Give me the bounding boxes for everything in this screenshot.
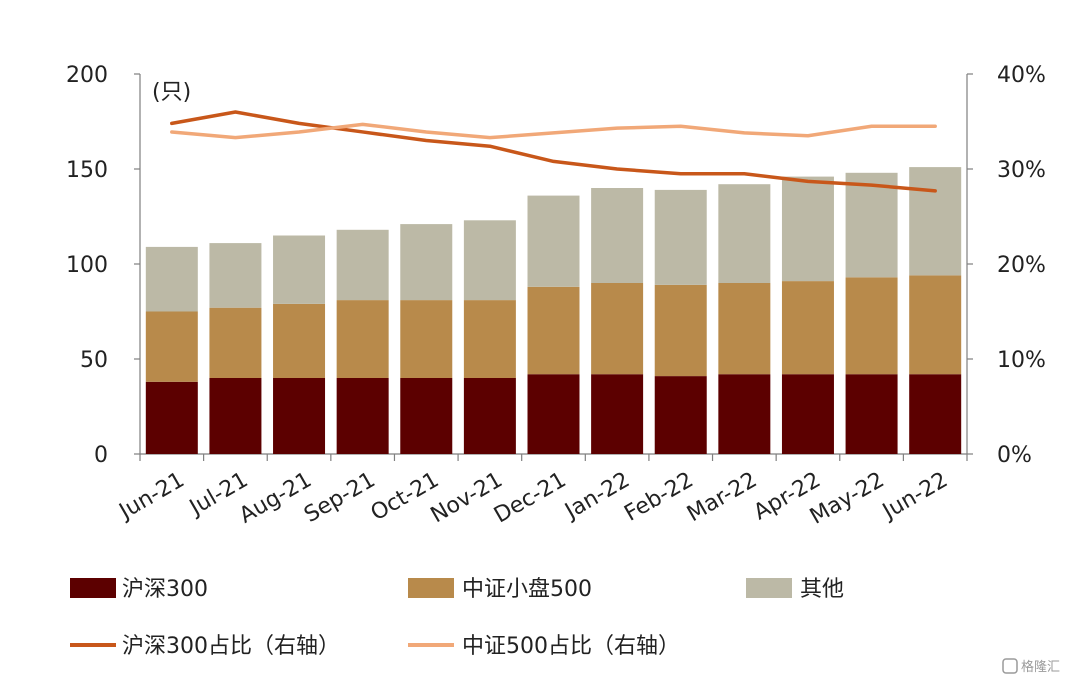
bar-segment-1 <box>845 277 898 375</box>
x-tick-label: Aug-21 <box>235 468 316 529</box>
bar-segment-2 <box>591 188 644 283</box>
bar-segment-0 <box>718 374 771 454</box>
bar-segment-2 <box>845 172 898 278</box>
x-tick-label: May-22 <box>806 468 889 530</box>
bar-segment-1 <box>145 311 198 382</box>
left-tick-label: 150 <box>66 158 108 183</box>
bar-segment-1 <box>909 275 962 375</box>
legend-label-other: 其他 <box>800 577 844 602</box>
legend-label-zz500-small: 中证小盘500 <box>462 577 592 602</box>
right-axis-ticks: 0% 10% 20% 30% 40% <box>967 63 1046 468</box>
bar-segment-1 <box>654 284 707 377</box>
bar-segment-2 <box>463 220 516 301</box>
watermark-logo-icon <box>1002 658 1018 674</box>
bar-segment-2 <box>527 195 580 287</box>
bar-segment-2 <box>209 243 262 308</box>
bar-segment-1 <box>273 303 326 378</box>
legend-swatch-hs300 <box>70 578 116 598</box>
right-tick-label: 20% <box>997 253 1046 278</box>
legend-swatch-other <box>746 578 792 598</box>
left-tick-label: 50 <box>80 348 108 373</box>
bar-segment-0 <box>209 378 262 454</box>
x-tick-label: Mar-22 <box>683 468 761 528</box>
line-series-0 <box>170 110 937 193</box>
bar-segment-1 <box>527 286 580 375</box>
line-series-1 <box>170 122 937 140</box>
legend-label-hs300: 沪深300 <box>122 577 208 602</box>
bar-segment-2 <box>145 246 198 312</box>
bar-segment-1 <box>718 283 771 375</box>
x-tick-label: Nov-21 <box>427 468 507 529</box>
bar-segment-0 <box>781 374 834 454</box>
legend-label-zz500-ratio: 中证500占比（右轴） <box>462 634 680 659</box>
legend-label-hs300-ratio: 沪深300占比（右轴） <box>122 634 340 659</box>
bar-segment-0 <box>336 378 389 454</box>
bar-segment-0 <box>273 378 326 454</box>
bar-segment-2 <box>909 167 962 276</box>
bar-segment-0 <box>527 374 580 454</box>
bar-segment-1 <box>463 300 516 378</box>
watermark: 格隆汇 <box>1002 658 1060 675</box>
bar-segment-0 <box>145 381 198 454</box>
bar-segment-2 <box>273 235 326 304</box>
bar-segment-0 <box>400 378 453 454</box>
left-tick-label: 0 <box>94 443 108 468</box>
bar-segment-0 <box>591 374 644 454</box>
bar-segment-0 <box>909 374 962 454</box>
bar-segment-0 <box>845 374 898 454</box>
bar-segment-0 <box>654 376 707 454</box>
bar-segment-1 <box>591 283 644 375</box>
bar-segment-2 <box>781 176 834 282</box>
bar-segment-2 <box>400 224 453 301</box>
left-axis-unit-label: (只) <box>152 80 191 105</box>
x-tick-label: Dec-21 <box>490 468 570 529</box>
bar-segment-1 <box>781 281 834 375</box>
x-tick-label: Jun-21 <box>114 468 189 526</box>
x-tick-label: Jan-22 <box>559 468 634 526</box>
bar-segment-2 <box>718 184 771 283</box>
x-axis-ticks: Jun-21Jul-21Aug-21Sep-21Oct-21Nov-21Dec-… <box>114 454 968 530</box>
bar-segment-0 <box>463 378 516 454</box>
x-tick-label: Jun-22 <box>877 468 952 526</box>
left-tick-label: 200 <box>66 63 108 88</box>
lines-layer <box>170 110 937 193</box>
x-tick-label: Feb-22 <box>620 468 697 527</box>
right-tick-label: 40% <box>997 63 1046 88</box>
bar-segment-1 <box>400 300 453 378</box>
right-tick-label: 10% <box>997 348 1046 373</box>
bar-segment-2 <box>654 189 707 285</box>
right-tick-label: 30% <box>997 158 1046 183</box>
bar-segment-1 <box>209 307 262 378</box>
legend: 沪深300 中证小盘500 其他 沪深300占比（右轴） 中证500占比（右轴） <box>70 577 844 659</box>
x-tick-label: Sep-21 <box>300 468 380 528</box>
legend-swatch-zz500-small <box>408 578 454 598</box>
right-tick-label: 0% <box>997 443 1032 468</box>
watermark-text: 格隆汇 <box>1021 659 1060 675</box>
bar-segment-1 <box>336 300 389 378</box>
left-axis-ticks: 0 50 100 150 200 <box>66 63 140 468</box>
bars-layer <box>145 167 962 454</box>
bar-segment-2 <box>336 229 389 301</box>
left-tick-label: 100 <box>66 253 108 278</box>
